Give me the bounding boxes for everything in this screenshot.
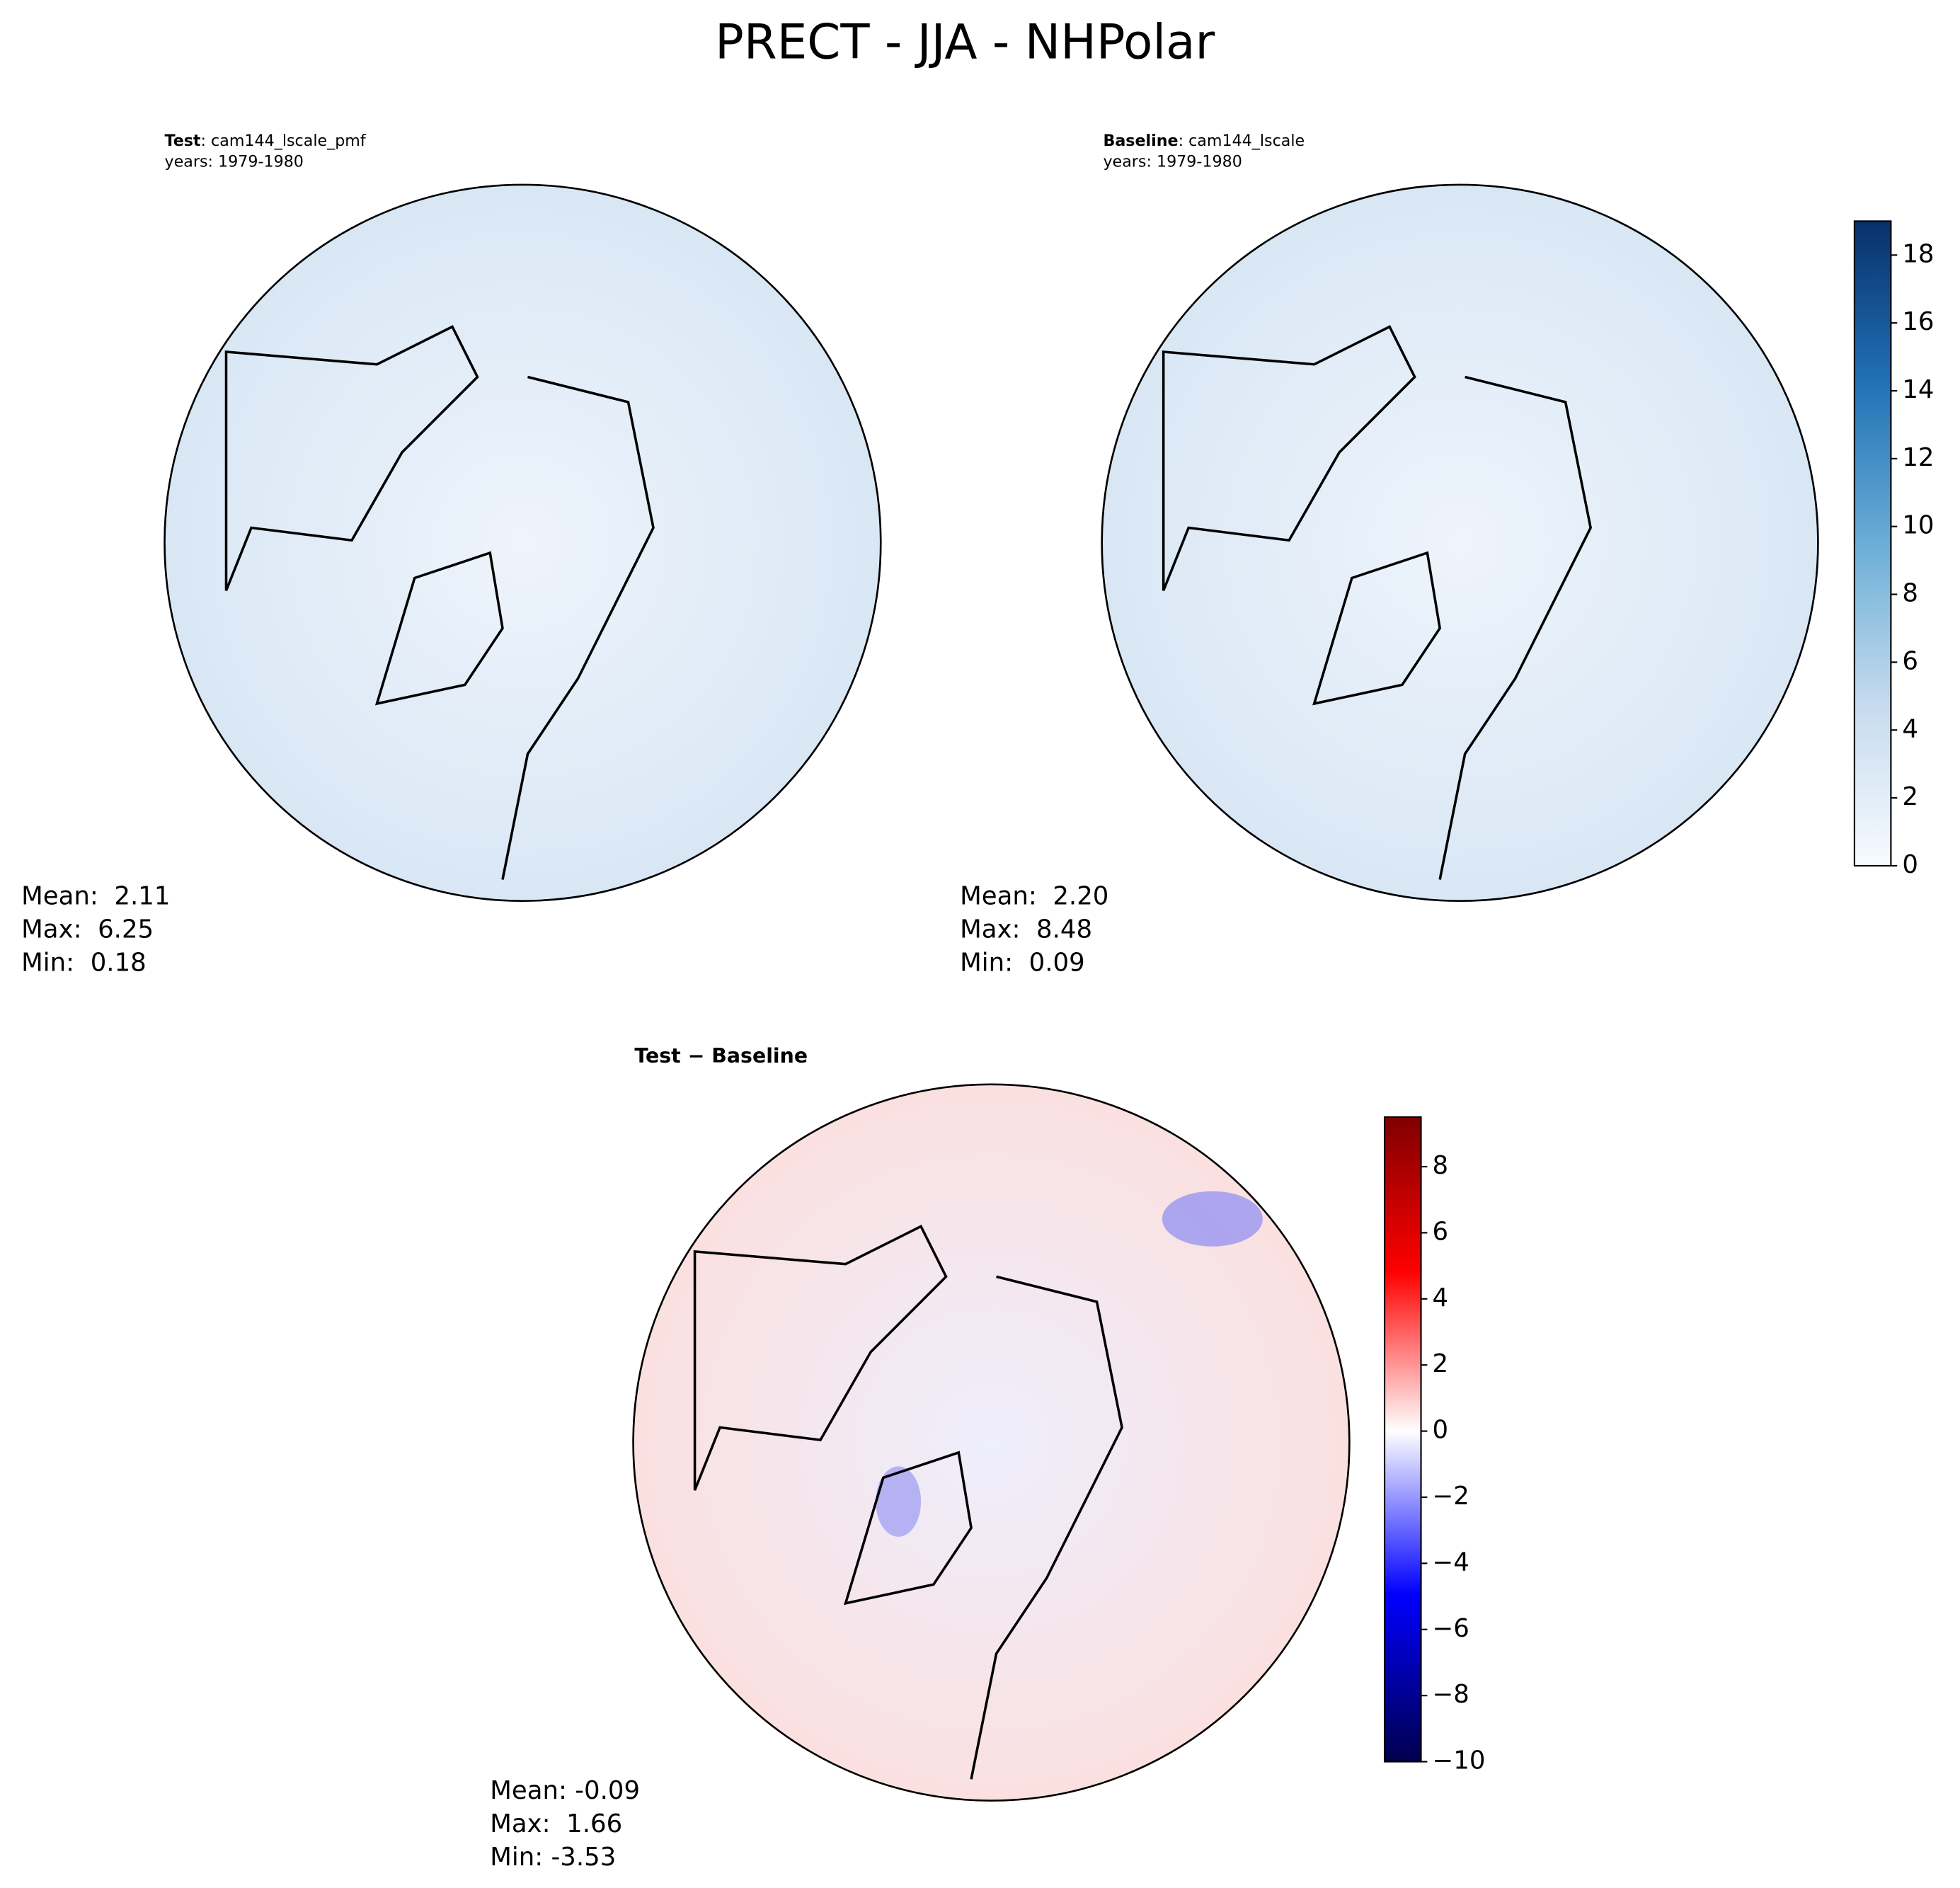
plot-area: PRECT - JJA - NHPolar Test: cam144_lscal…	[21, 13, 1934, 1872]
coastline	[693, 1225, 1123, 1780]
panel-label: Test: cam144_lscale_pmf	[165, 131, 367, 149]
colorbar-tick-label: 14	[1902, 375, 1934, 404]
colorbar-tick-label: 6	[1433, 1217, 1449, 1246]
colorbar-tick-label: −10	[1433, 1746, 1486, 1775]
panel-name: Test	[165, 131, 201, 149]
anomaly	[876, 1466, 922, 1537]
colorbar-tick-label: −8	[1433, 1680, 1469, 1709]
stat-line: Max: 6.25	[21, 915, 154, 944]
panel-label: Baseline: cam144_lscale	[1103, 131, 1305, 149]
colorbar-tick-label: 8	[1433, 1151, 1449, 1180]
colorbar-tick-label: 18	[1902, 239, 1934, 268]
stat-line: Min: 0.18	[21, 948, 147, 977]
map	[1101, 183, 1819, 903]
stat-line: Min: -3.53	[490, 1843, 616, 1872]
colorbar	[1853, 220, 1892, 867]
panel-name: Baseline	[1103, 131, 1178, 149]
stat-line: Mean: 2.20	[960, 881, 1108, 910]
stat-line: Mean: 2.11	[21, 881, 170, 910]
colorbar-tick-label: 0	[1433, 1416, 1449, 1445]
anomaly	[1162, 1191, 1263, 1247]
colorbar-tick-label: 16	[1902, 307, 1934, 336]
colorbar-tick-label: 2	[1902, 782, 1918, 811]
stat-line: Max: 8.48	[960, 915, 1092, 944]
colorbar	[1383, 1116, 1422, 1763]
colorbar-tick-label: −6	[1433, 1614, 1469, 1643]
colorbar-tick-label: 0	[1902, 850, 1918, 879]
panel-label: Test − Baseline	[634, 1044, 808, 1068]
map	[632, 1083, 1351, 1802]
panel-years: years: 1979-1980	[165, 152, 304, 171]
panel-case: : cam144_lscale_pmf	[201, 131, 367, 149]
colorbar-tick-label: 4	[1902, 714, 1918, 743]
colorbar-tick-label: 10	[1902, 511, 1934, 540]
panel-case: : cam144_lscale	[1179, 131, 1305, 149]
figure-title: PRECT - JJA - NHPolar	[715, 13, 1215, 69]
coastline	[224, 325, 655, 880]
colorbar-tick-label: −4	[1433, 1547, 1469, 1577]
colorbar-tick-label: 2	[1433, 1349, 1449, 1378]
colorbar-tick-label: 8	[1902, 579, 1918, 608]
colorbar-tick-label: 4	[1433, 1283, 1449, 1312]
panel-years: years: 1979-1980	[1103, 152, 1242, 171]
stat-line: Mean: -0.09	[490, 1776, 640, 1805]
colorbar-tick-label: 6	[1902, 646, 1918, 675]
map	[164, 183, 882, 903]
stat-line: Min: 0.09	[960, 948, 1085, 977]
colorbar-tick-label: −2	[1433, 1482, 1469, 1511]
colorbar-tick-label: 12	[1902, 443, 1934, 472]
stat-line: Max: 1.66	[490, 1809, 622, 1838]
coastline	[1162, 325, 1593, 880]
